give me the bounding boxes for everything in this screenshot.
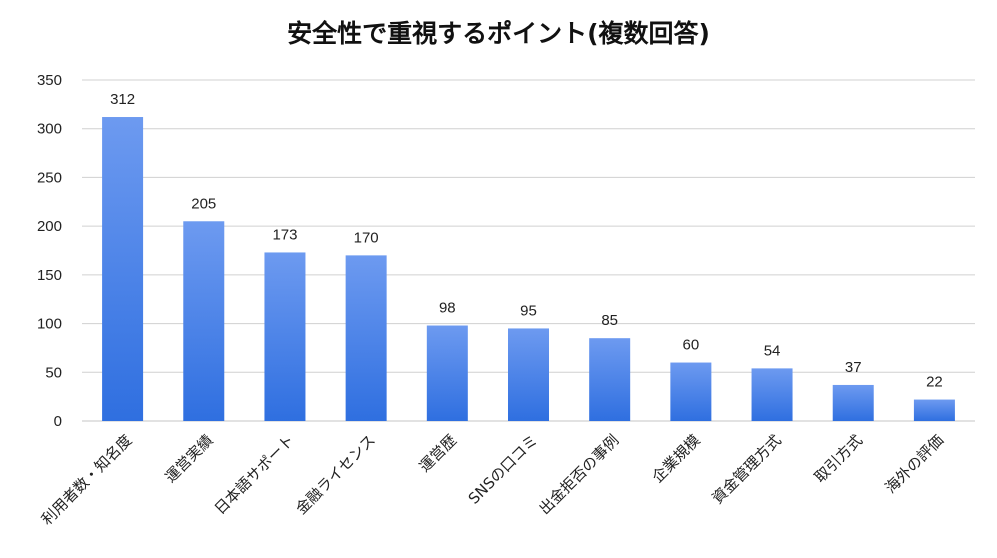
data-label: 85 [601, 312, 618, 329]
category-label: 運営歴 [416, 431, 461, 476]
data-label: 37 [845, 359, 862, 376]
category-label: 出金拒否の事例 [536, 431, 623, 518]
y-tick-label: 100 [37, 316, 62, 333]
data-label: 95 [520, 302, 537, 319]
category-label: 資金管理方式 [708, 431, 784, 507]
bar [670, 362, 712, 421]
data-label: 205 [191, 195, 216, 212]
category-label: 日本語サポート [211, 431, 298, 518]
y-tick-label: 200 [37, 218, 62, 235]
bar [426, 325, 468, 421]
bar [102, 117, 144, 421]
data-labels: 312 205 173 170 98 95 85 60 54 37 22 [110, 91, 943, 391]
category-label: 取引方式 [811, 431, 866, 486]
category-label: SNSの口コミ [465, 431, 542, 508]
category-label: 海外の評価 [881, 431, 947, 497]
bar [751, 368, 793, 421]
bar [589, 338, 631, 421]
y-tick-label: 150 [37, 267, 62, 284]
data-label: 54 [764, 342, 781, 359]
y-axis-ticks: 0 50 100 150 200 250 300 350 [37, 72, 62, 430]
category-label: 運営実績 [161, 431, 216, 486]
y-tick-label: 50 [45, 364, 62, 381]
data-label: 98 [439, 300, 456, 317]
y-tick-label: 0 [54, 413, 62, 430]
category-label: 利用者数・知名度 [38, 431, 136, 529]
y-tick-label: 300 [37, 121, 62, 138]
data-label: 170 [354, 229, 379, 246]
bars [102, 117, 955, 421]
data-label: 60 [683, 337, 700, 354]
bar [508, 328, 549, 421]
data-label: 312 [110, 91, 135, 108]
chart-title: 安全性で重視するポイント(複数回答) [287, 19, 710, 48]
category-label: 企業規模 [649, 431, 704, 486]
y-tick-label: 350 [37, 72, 62, 89]
bar [183, 221, 225, 421]
bar [264, 252, 306, 421]
category-label: 金融ライセンス [292, 431, 379, 518]
y-tick-label: 250 [37, 169, 62, 186]
data-label: 22 [926, 374, 943, 391]
bar [913, 399, 955, 421]
data-label: 173 [272, 226, 297, 243]
bar [345, 255, 387, 421]
bar [832, 384, 874, 421]
